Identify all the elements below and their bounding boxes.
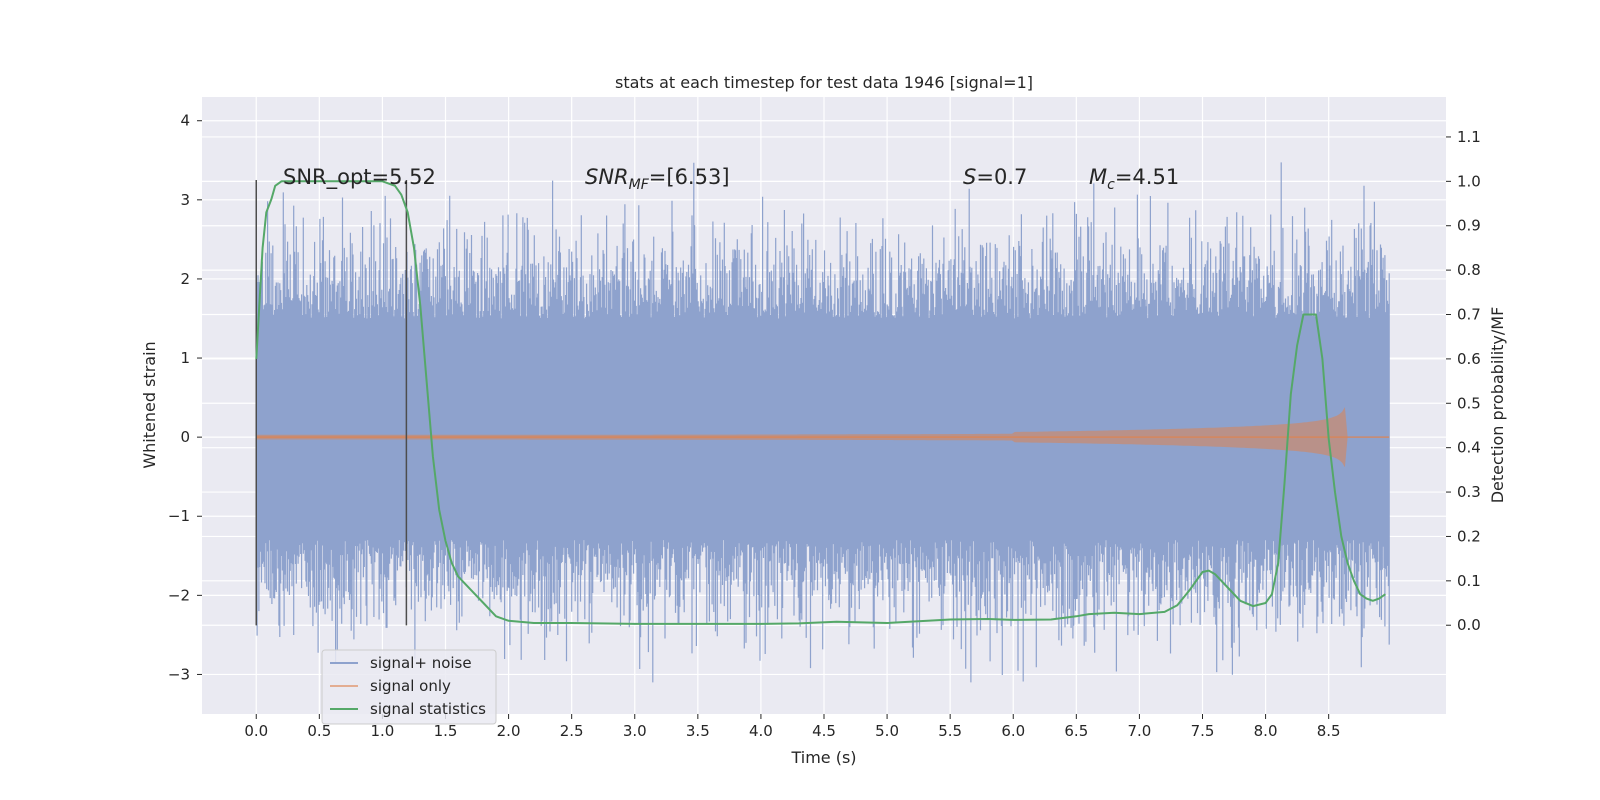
snr-mf-base: SNR xyxy=(585,165,629,189)
series-signal-only xyxy=(256,407,1390,468)
x-tick-label: 4.0 xyxy=(749,722,773,740)
y-left-tick-label: 1 xyxy=(180,349,190,367)
y-right-tick-label: 0.9 xyxy=(1457,217,1481,235)
x-tick-label: 0.0 xyxy=(244,722,268,740)
y-right-tick-label: 0.5 xyxy=(1457,394,1481,412)
x-tick-label: 3.0 xyxy=(623,722,647,740)
y-right-axis-label: Detection probability/MF xyxy=(1488,307,1507,504)
x-tick-label: 1.0 xyxy=(370,722,394,740)
mc-base: M xyxy=(1089,165,1107,189)
x-axis-label: Time (s) xyxy=(790,748,856,767)
annotation-snr-mf: SNRMF=[6.53] xyxy=(585,165,730,193)
y-right-tick-label: 1.0 xyxy=(1457,172,1481,190)
x-tick-label: 6.0 xyxy=(1001,722,1025,740)
x-tick-label: 2.5 xyxy=(560,722,584,740)
y-left-tick-label: −3 xyxy=(168,665,190,683)
y-right-tick-label: 0.0 xyxy=(1457,616,1481,634)
y-left-tick-label: 2 xyxy=(180,270,190,288)
y-left-tick-label: 3 xyxy=(180,191,190,209)
series-signal-statistics xyxy=(255,180,1386,625)
y-left-tick-label: 0 xyxy=(180,428,190,446)
legend-label-signal-only: signal only xyxy=(370,677,451,695)
annotation-mc: Mc=4.51 xyxy=(1089,165,1179,193)
s-symbol: S xyxy=(963,165,976,189)
x-tick-label: 5.0 xyxy=(875,722,899,740)
y-right-tick-label: 0.8 xyxy=(1457,261,1481,279)
s-value: =0.7 xyxy=(976,165,1027,189)
snr-mf-sub: MF xyxy=(629,177,650,193)
x-tick-label: 2.0 xyxy=(497,722,521,740)
y-left-tick-label: 4 xyxy=(180,112,190,130)
snr-mf-value: =[6.53] xyxy=(649,165,730,189)
y-left-axis-label: Whitened strain xyxy=(140,341,159,468)
vertical-markers xyxy=(255,180,408,626)
annotation-snr-opt: SNR_opt=5.52 xyxy=(283,165,436,190)
plot-content xyxy=(255,162,1390,683)
legend-box xyxy=(321,649,497,725)
legend: signal+ noise signal only signal statist… xyxy=(321,649,497,725)
x-axis-ticks: 0.0 0.5 1.0 1.5 2.0 2.5 3.0 3.5 4.0 4.5 5.0 5.5 6.0 6… xyxy=(244,714,1341,740)
x-tick-label: 6.5 xyxy=(1064,722,1088,740)
legend-label-signal-noise: signal+ noise xyxy=(370,654,472,672)
y-right-tick-label: 0.1 xyxy=(1457,572,1481,590)
x-tick-label: 8.0 xyxy=(1254,722,1278,740)
y-right-tick-label: 0.7 xyxy=(1457,306,1481,324)
x-tick-label: 7.5 xyxy=(1191,722,1215,740)
x-tick-label: 3.5 xyxy=(686,722,710,740)
y-left-tick-label: −2 xyxy=(168,586,190,604)
y-right-tick-label: 0.2 xyxy=(1457,527,1481,545)
x-tick-label: 8.5 xyxy=(1317,722,1341,740)
mc-sub: c xyxy=(1107,177,1115,193)
y-right-tick-label: 0.6 xyxy=(1457,350,1481,368)
x-tick-label: 0.5 xyxy=(307,722,331,740)
y-right-tick-label: 1.1 xyxy=(1457,128,1481,146)
annotation-s: S=0.7 xyxy=(963,165,1027,189)
legend-label-signal-statistics: signal statistics xyxy=(370,700,486,718)
x-tick-label: 1.5 xyxy=(434,722,458,740)
y-right-tick-label: 0.3 xyxy=(1457,483,1481,501)
y-left-axis-ticks: −3 −2 −1 0 1 2 3 4 xyxy=(168,112,202,683)
signal-statistics-line xyxy=(255,180,1386,625)
x-tick-label: 5.5 xyxy=(938,722,962,740)
y-right-axis-ticks: 0.0 0.1 0.2 0.3 0.4 0.5 0.6 0.7 0.8 0.9 1.0 1.1 xyxy=(1446,128,1481,634)
x-tick-label: 4.5 xyxy=(812,722,836,740)
y-left-tick-label: −1 xyxy=(168,507,190,525)
chart-title: stats at each timestep for test data 194… xyxy=(615,73,1033,92)
x-tick-label: 7.0 xyxy=(1127,722,1151,740)
y-right-tick-label: 0.4 xyxy=(1457,439,1481,457)
mc-value: =4.51 xyxy=(1115,165,1179,189)
